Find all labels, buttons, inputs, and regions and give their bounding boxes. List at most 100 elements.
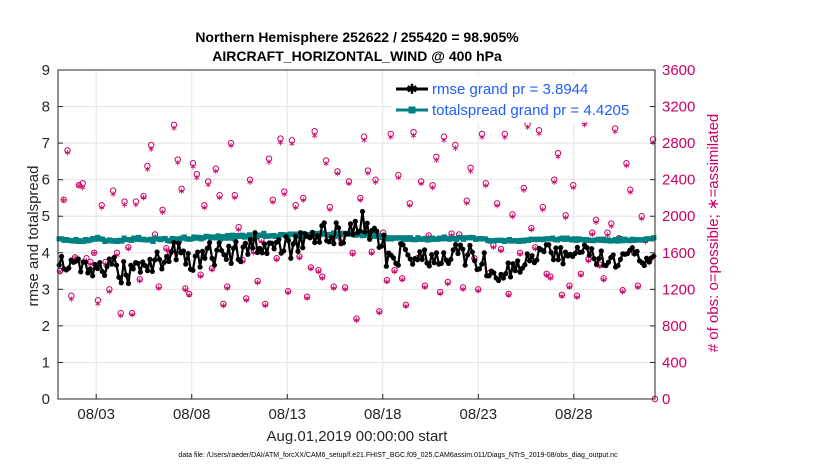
obs-possible-marker	[277, 135, 284, 142]
left-tick-label: 3	[42, 281, 50, 298]
obs-possible-marker	[558, 291, 566, 299]
rmse-point	[512, 268, 518, 274]
obs-possible-marker	[452, 141, 459, 149]
rmse-point	[586, 252, 592, 258]
rmse-point	[352, 218, 358, 224]
obs-possible-marker	[189, 160, 197, 167]
rmse-point	[457, 242, 463, 248]
rmse-point	[245, 251, 251, 257]
rmse-point	[175, 240, 182, 246]
plot-frame	[57, 69, 656, 400]
obs-assimilated-marker: ∗	[121, 200, 129, 210]
obs-assimilated-marker: ∗	[273, 255, 281, 265]
spread-point	[119, 238, 125, 244]
obs-assimilated-marker: ∗	[577, 270, 585, 280]
obs-possible-marker	[592, 216, 600, 224]
rmse-point	[500, 275, 506, 281]
obs-possible-marker	[528, 224, 535, 232]
x-axis: 08/03 08/08 08/13 08/18 08/23 08/28	[77, 394, 593, 423]
obs-possible-marker	[90, 249, 98, 256]
rmse-point	[407, 256, 413, 262]
obs-assimilated-marker: ∗	[501, 132, 509, 142]
obs-possible-marker	[170, 121, 178, 129]
obs-possible-marker	[64, 147, 71, 154]
rmse-point	[125, 280, 132, 287]
rmse-point	[617, 256, 623, 262]
rmse-point	[333, 220, 339, 226]
rmse-point	[410, 261, 416, 267]
rmse-point	[486, 273, 492, 279]
spread-point	[261, 230, 267, 237]
obs-assimilated-marker: ∗	[269, 197, 277, 207]
obs-possible-marker	[402, 301, 410, 309]
rmse-point	[390, 255, 397, 261]
obs-assimilated-marker: ∗	[634, 282, 642, 292]
rmse-point	[85, 270, 91, 276]
rmse-point	[527, 258, 533, 264]
obs-possible-marker	[322, 157, 330, 164]
obs-assimilated-marker: ∗	[562, 213, 570, 223]
rmse-point	[209, 255, 215, 261]
obs-possible-marker	[589, 229, 596, 236]
x-tick-label: 08/03	[77, 406, 115, 423]
obs-assimilated-marker: ∗	[163, 245, 171, 255]
obs-possible-marker	[269, 196, 277, 203]
obs-possible-marker	[254, 277, 261, 285]
obs-assimilated-marker: ∗	[516, 249, 524, 259]
obs-assimilated-marker: ∗	[68, 294, 76, 304]
obs-possible-marker	[505, 290, 512, 298]
obs-possible-marker	[117, 309, 124, 317]
rmse-point	[214, 247, 220, 253]
obs-possible-marker	[273, 255, 280, 262]
obs-possible-marker	[182, 285, 189, 292]
obs-assimilated-marker: ∗	[341, 284, 349, 294]
obs-assimilated-marker: ∗	[493, 201, 501, 211]
obs-assimilated-marker: ∗	[535, 128, 543, 138]
obs-possible-marker	[520, 184, 528, 192]
obs-assimilated-marker: ∗	[182, 285, 190, 295]
obs-possible-marker	[79, 180, 86, 187]
rmse-point	[546, 242, 552, 248]
rmse-point	[589, 246, 595, 252]
chart-title-line2: AIRCRAFT_HORIZONTAL_WIND @ 400 hPa	[212, 48, 502, 64]
obs-assimilated-marker: ∗	[554, 151, 562, 161]
obs-possible-marker	[288, 137, 296, 144]
obs-assimilated-marker: ∗	[315, 266, 323, 276]
obs-possible-marker	[296, 253, 303, 260]
obs-possible-marker	[353, 315, 360, 322]
rmse-point	[202, 255, 208, 261]
obs-assimilated-marker: ∗	[547, 273, 555, 283]
rmse-point	[479, 261, 485, 267]
rmse-point	[87, 266, 93, 272]
obs-assimilated-marker: ∗	[102, 259, 110, 269]
rmse-point	[605, 259, 612, 265]
obs-assimilated-marker: ∗	[497, 245, 505, 255]
obs-possible-marker	[125, 244, 132, 251]
obs-possible-marker	[600, 275, 607, 282]
left-tick-label: 2	[42, 318, 50, 335]
rmse-point	[476, 266, 483, 272]
obs-assimilated-marker: ∗	[311, 130, 319, 140]
rmse-point	[94, 265, 101, 272]
obs-possible-marker	[395, 171, 402, 179]
obs-possible-marker	[463, 197, 470, 204]
obs-assimilated-marker: ∗	[128, 309, 136, 319]
obs-possible-marker	[113, 249, 121, 256]
rmse-point	[207, 239, 213, 246]
x-tick-label: 08/08	[173, 406, 211, 423]
obs-possible-marker	[509, 211, 516, 218]
obs-assimilated-marker: ∗	[189, 161, 197, 171]
obs-assimilated-marker: ∗	[174, 158, 182, 168]
rmse-point	[300, 245, 306, 251]
obs-assimilated-marker: ∗	[585, 255, 593, 265]
rmse-point	[445, 260, 452, 266]
right-tick-label: 800	[662, 318, 687, 335]
spread-point	[229, 232, 236, 238]
obs-assimilated-marker: ∗	[543, 270, 551, 280]
obs-possible-marker	[132, 198, 140, 205]
obs-assimilated-marker: ∗	[353, 315, 361, 325]
rmse-point	[331, 241, 337, 247]
obs-assimilated-marker: ∗	[490, 242, 498, 252]
obs-possible-marker	[406, 200, 413, 207]
rmse-point	[90, 273, 96, 279]
